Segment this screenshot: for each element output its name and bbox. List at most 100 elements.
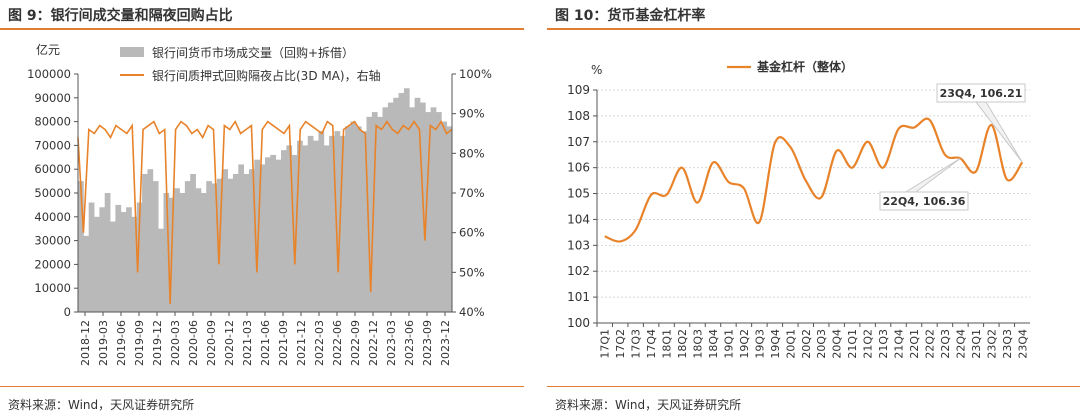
volume-bar xyxy=(120,212,127,312)
left-y-tick-label: 50000 xyxy=(34,186,71,200)
x-tick-label: 2019-03 xyxy=(97,320,110,366)
x-tick-label: 23Q2 xyxy=(985,329,998,359)
volume-bar xyxy=(158,228,164,312)
right-y-tick-label: 50% xyxy=(459,265,485,279)
right-source-rule xyxy=(547,386,1080,387)
x-tick-label: 19Q2 xyxy=(738,329,751,359)
volume-bar xyxy=(115,204,122,312)
volume-bar xyxy=(275,159,282,312)
x-tick-label: 2023-12 xyxy=(439,320,452,366)
left-source-rule xyxy=(0,386,524,387)
x-tick-label: 2022-03 xyxy=(313,320,326,366)
volume-bar xyxy=(243,173,250,312)
volume-bar xyxy=(104,193,111,312)
volume-bar xyxy=(211,183,218,312)
right-y-tick-label: 80% xyxy=(459,146,485,160)
x-tick-label: 23Q1 xyxy=(970,329,983,359)
x-tick-label: 22Q2 xyxy=(923,329,936,359)
x-tick-label: 2020-03 xyxy=(169,320,182,366)
volume-bar xyxy=(441,121,448,312)
x-tick-label: 2020-12 xyxy=(223,320,236,366)
left-y-tick-label: 60000 xyxy=(34,162,71,176)
x-tick-label: 2019-09 xyxy=(133,320,146,366)
right-y-tick-label: 40% xyxy=(459,305,485,319)
volume-bar xyxy=(88,202,95,312)
right-figure-title: 图 10：货币基金杠杆率 xyxy=(555,8,706,24)
volume-bar xyxy=(435,112,442,312)
x-tick-label: 21Q2 xyxy=(862,329,875,359)
left-figure-panel: 图 9：银行间成交量和隔夜回购占比 亿元 0 10000 20000 30000 4000… xyxy=(0,0,524,419)
volume-bar xyxy=(152,181,159,312)
x-tick-label: 18Q4 xyxy=(707,329,720,359)
volume-bar xyxy=(248,169,255,312)
volume-bar xyxy=(281,150,287,312)
volume-bar xyxy=(142,173,148,312)
legend-label-leverage: 基金杠杆（整体） xyxy=(756,59,853,74)
left-y-tick-label: 40000 xyxy=(34,210,71,224)
volume-bar xyxy=(425,112,432,312)
overnight-ratio-line xyxy=(77,119,453,305)
left-y-tick-label: 30000 xyxy=(34,234,71,248)
x-tick-label: 2023-03 xyxy=(385,320,398,366)
left-source-note: 资料来源：Wind，天风证券研究所 xyxy=(8,398,195,412)
x-tick-label: 19Q3 xyxy=(753,329,766,359)
volume-bar xyxy=(147,169,154,312)
volume-bar xyxy=(398,93,405,312)
y-tick-label: 109 xyxy=(567,83,590,97)
x-tick-label: 19Q1 xyxy=(722,329,735,359)
right-y-tick-label: 100% xyxy=(459,67,492,81)
volume-bar xyxy=(190,173,196,312)
volume-bar xyxy=(323,145,330,312)
y-tick-label: 100 xyxy=(567,316,590,330)
right-source-note: 资料来源：Wind，天风证券研究所 xyxy=(555,398,742,412)
volume-bar xyxy=(270,154,277,312)
volume-bar xyxy=(345,126,351,312)
volume-bar xyxy=(83,235,90,312)
x-tick-label: 23Q4 xyxy=(1016,329,1029,359)
x-tick-label: 21Q4 xyxy=(893,329,906,359)
volume-bar xyxy=(313,140,319,312)
y-tick-label: 107 xyxy=(567,135,590,149)
left-y-tick-label: 0 xyxy=(64,305,71,319)
volume-bar xyxy=(110,221,116,312)
x-tick-label: 20Q1 xyxy=(784,329,797,359)
legend-swatch-volume xyxy=(120,47,144,57)
volume-bar xyxy=(302,145,309,312)
volume-bar xyxy=(307,135,314,312)
right-title-rule xyxy=(547,28,1080,30)
x-tick-label: 17Q4 xyxy=(645,329,658,359)
volume-bar xyxy=(387,102,394,312)
left-figure-title: 图 9：银行间成交量和隔夜回购占比 xyxy=(8,8,233,24)
x-tick-label: 17Q1 xyxy=(599,329,612,359)
left-chart: 亿元 0 10000 20000 30000 40000 50000 60000 70000 80… xyxy=(27,42,492,366)
volume-bar xyxy=(174,188,180,312)
legend-label-volume: 银行间货币市场成交量（回购+拆借） xyxy=(152,45,354,60)
y-tick-label: 104 xyxy=(567,212,590,226)
left-y-axis-unit: 亿元 xyxy=(36,42,60,57)
volume-bar xyxy=(94,216,100,312)
right-y-tick-label: 70% xyxy=(459,186,485,200)
x-tick-label: 21Q1 xyxy=(846,329,859,359)
y-tick-label: 101 xyxy=(567,290,590,304)
volume-bar xyxy=(184,181,191,312)
x-tick-label: 17Q2 xyxy=(614,329,627,359)
x-tick-label: 2022-12 xyxy=(367,320,380,366)
volume-bar xyxy=(329,135,335,312)
x-tick-label: 2019-06 xyxy=(115,320,128,366)
volume-bar xyxy=(291,154,298,312)
y-tick-label: 102 xyxy=(567,264,590,278)
volume-bar xyxy=(238,164,245,312)
callout-box xyxy=(879,191,969,211)
x-tick-label: 2021-09 xyxy=(277,320,290,366)
y-axis-unit: % xyxy=(591,63,602,77)
volume-bar xyxy=(232,173,239,312)
volume-bar xyxy=(377,116,383,312)
volume-bar xyxy=(361,131,367,312)
volume-bar xyxy=(136,202,143,312)
x-tick-label: 18Q2 xyxy=(676,329,689,359)
volume-bar xyxy=(318,131,325,312)
x-tick-label: 23Q3 xyxy=(1001,329,1014,359)
right-y-tick-label: 60% xyxy=(459,226,485,240)
x-tick-label: 2021-06 xyxy=(259,320,272,366)
